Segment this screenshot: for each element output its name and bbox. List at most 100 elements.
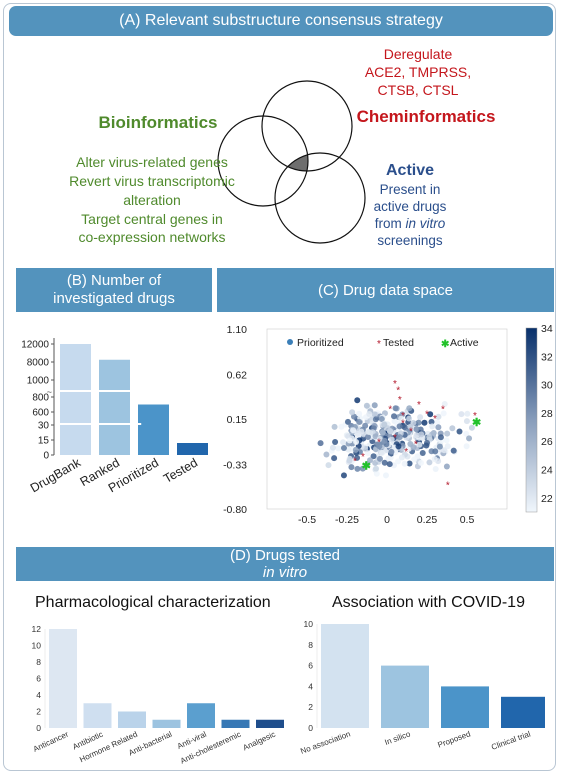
prioritized-point xyxy=(435,413,442,420)
prioritized-point xyxy=(395,443,402,450)
prioritized-point xyxy=(434,419,441,426)
prioritized-point xyxy=(411,456,418,463)
x-tick-label: Analgesic xyxy=(242,730,277,753)
chem-description: Deregulate ACE2, TMPRSS, CTSB, CTSL xyxy=(365,46,471,98)
y-tick-label: 12 xyxy=(32,624,42,634)
prioritized-point xyxy=(346,437,353,444)
x-tick-label: In silico xyxy=(384,729,413,747)
prioritized-point xyxy=(443,437,450,444)
tested-point: * xyxy=(473,411,477,422)
prioritized-point xyxy=(463,430,470,437)
prioritized-point xyxy=(331,423,338,430)
prioritized-point xyxy=(366,411,373,418)
y-tick-label: 600 xyxy=(32,408,49,419)
prioritized-points xyxy=(317,397,475,479)
prioritized-point xyxy=(364,433,371,440)
prioritized-point xyxy=(317,440,324,447)
prioritized-point xyxy=(418,431,425,438)
panel-a-title: (A) Relevant substructure consensus stra… xyxy=(119,12,443,29)
active-point: ✱ xyxy=(362,460,371,472)
prioritized-point xyxy=(466,435,473,442)
prioritized-point xyxy=(395,458,402,465)
x-tick-label: Proposed xyxy=(436,729,471,749)
colorbar-tick-label: 26 xyxy=(541,436,553,448)
y-tick-label: 0.15 xyxy=(227,414,248,426)
tested-point: * xyxy=(404,447,408,458)
prioritized-point xyxy=(440,410,447,417)
tested-point: * xyxy=(414,440,418,451)
y-tick-label: 2 xyxy=(308,702,313,712)
panel-b-header: (B) Number of investigated drugs xyxy=(16,268,212,312)
prioritized-point xyxy=(358,428,365,435)
prioritized-point xyxy=(372,416,379,423)
prioritized-point xyxy=(329,444,336,451)
y-tick-label: 30 xyxy=(38,421,50,432)
tested-point: * xyxy=(425,409,429,420)
panel-b-title-line1: (B) Number of xyxy=(66,272,162,289)
tested-point: * xyxy=(361,452,365,463)
prioritized-point xyxy=(354,397,361,404)
prioritized-point xyxy=(366,457,373,464)
prioritized-point xyxy=(449,425,456,432)
chem-line: ACE2, TMPRSS, xyxy=(365,64,471,80)
prioritized-point xyxy=(396,423,403,430)
active-description: Present in active drugs from in vitro sc… xyxy=(374,182,447,248)
prioritized-point xyxy=(373,470,380,477)
y-tick-label: 6 xyxy=(308,661,313,671)
bar-ranked xyxy=(99,359,130,455)
tested-points: **** ** ************* xyxy=(353,379,477,491)
prioritized-point xyxy=(354,465,361,472)
colorbar-tick-label: 34 xyxy=(541,323,553,335)
prioritized-point xyxy=(463,418,470,425)
colorbar-tick-label: 30 xyxy=(541,380,553,392)
bio-heading: Bioinformatics xyxy=(98,113,217,132)
bar xyxy=(187,703,215,728)
bar xyxy=(152,719,181,728)
prioritized-point xyxy=(386,461,393,468)
bio-description: Alter virus-related genes Revert virus tr… xyxy=(69,154,235,245)
active-line-1: Present in xyxy=(380,182,441,197)
prioritized-point xyxy=(401,424,408,431)
tested-point: * xyxy=(377,438,381,449)
prioritized-point xyxy=(432,465,439,472)
tested-point: * xyxy=(441,405,445,416)
prioritized-point xyxy=(340,472,347,479)
prioritized-point xyxy=(381,421,388,428)
prioritized-point xyxy=(381,459,388,466)
tested-point: * xyxy=(401,411,405,422)
y-tick-label: 1000 xyxy=(27,376,50,387)
bar xyxy=(49,629,77,728)
panel-c-title: (C) Drug data space xyxy=(317,281,454,299)
y-tick-label: 4 xyxy=(36,690,41,700)
prioritized-point xyxy=(373,465,380,472)
bar xyxy=(83,703,112,728)
y-tick-label: 8000 xyxy=(27,358,50,369)
prioritized-point xyxy=(436,443,443,450)
tested-point: * xyxy=(388,405,392,416)
prioritized-point xyxy=(443,463,450,470)
prioritized-point xyxy=(332,439,339,446)
prioritized-point xyxy=(350,427,357,434)
legend-tested-label: Tested xyxy=(383,337,414,349)
y-tick-label: 1.10 xyxy=(227,324,248,336)
axis-break-mark: ~ xyxy=(47,387,52,397)
prioritized-point xyxy=(417,459,424,466)
prioritized-point xyxy=(468,424,475,431)
prioritized-point xyxy=(323,451,330,458)
prioritized-point xyxy=(349,409,356,416)
bar-tested xyxy=(177,443,208,455)
x-tick-label: -0.5 xyxy=(298,514,316,526)
chem-heading: Cheminformatics xyxy=(357,107,496,126)
tested-point: * xyxy=(396,386,400,397)
prioritized-point xyxy=(413,426,420,433)
prioritized-point xyxy=(432,448,439,455)
venn-circle-active xyxy=(274,152,366,244)
bar-drugbank xyxy=(60,344,91,455)
bio-line: co-expression networks xyxy=(78,229,225,245)
prioritized-point xyxy=(391,413,398,420)
bio-line: Target central genes in xyxy=(81,211,223,227)
prioritized-point xyxy=(376,435,383,442)
prioritized-point xyxy=(463,443,470,450)
legend-active-label: Active xyxy=(450,337,479,349)
prioritized-point xyxy=(388,436,395,443)
